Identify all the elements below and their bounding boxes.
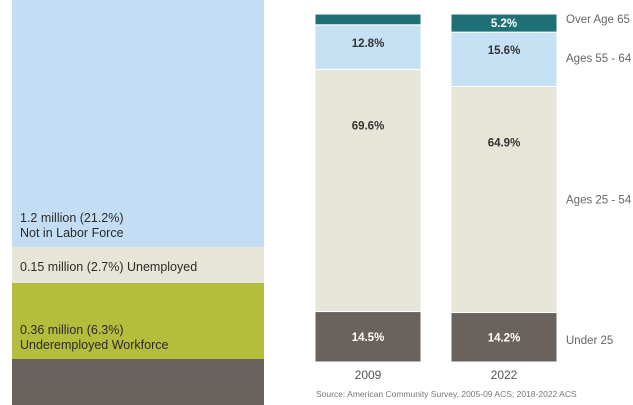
x-tick-2022: 2022 bbox=[491, 368, 518, 382]
bar-2022-under-25 bbox=[450, 312, 558, 363]
segment-unemployed: 0.15 million (2.7%) Unemployed bbox=[12, 247, 264, 283]
label-unemployed: 0.15 million (2.7%) Unemployed bbox=[20, 260, 197, 275]
legend-ages-25-54: Ages 25 - 54 bbox=[566, 194, 632, 206]
not-in-labor-force-value: 1.2 million (21.2%) bbox=[20, 211, 124, 225]
not-in-labor-force-name: Not in Labor Force bbox=[20, 226, 124, 240]
bar-2009-over-age-65 bbox=[314, 13, 422, 26]
bar-2022-ages-55-64 bbox=[450, 31, 558, 87]
bar-2009-under-25 bbox=[314, 311, 422, 363]
bar-2022-ages-25-54 bbox=[450, 85, 558, 314]
data-label-2022-ages-25-54: 64.9% bbox=[488, 137, 521, 149]
data-label-2022-over-age-65: 5.2% bbox=[491, 18, 517, 30]
bar-2009-ages-55-64 bbox=[314, 24, 422, 70]
data-label-2009-ages-25-54: 69.6% bbox=[352, 120, 385, 132]
legend-over-age-65: Over Age 65 bbox=[566, 14, 630, 26]
source-note: Source: American Community Survey, 2005-… bbox=[316, 389, 577, 399]
labor-force-status-bar: 1.2 million (21.2%) Not in Labor Force 0… bbox=[12, 0, 264, 405]
unemployed-value: 0.15 million (2.7%) Unemployed bbox=[20, 260, 198, 274]
data-label-2022-ages-55-64: 15.6% bbox=[488, 45, 521, 57]
x-tick-2009: 2009 bbox=[355, 368, 382, 382]
bar-2009-ages-25-54 bbox=[314, 68, 422, 313]
data-label-2009-under-25: 14.5% bbox=[352, 332, 385, 344]
legend-under-25: Under 25 bbox=[566, 335, 613, 347]
bar-2022-over-age-65 bbox=[450, 13, 558, 33]
segment-employed bbox=[12, 359, 264, 405]
underemployed-name: Underemployed Workforce bbox=[20, 338, 169, 352]
segment-underemployed: 0.36 million (6.3%) Underemployed Workfo… bbox=[12, 283, 264, 359]
segment-not-in-labor-force: 1.2 million (21.2%) Not in Labor Force bbox=[12, 0, 264, 247]
data-label-2009-ages-55-64: 12.8% bbox=[352, 38, 385, 50]
label-not-in-labor-force: 1.2 million (21.2%) Not in Labor Force bbox=[20, 211, 124, 241]
legend-ages-55-64: Ages 55 - 64 bbox=[566, 53, 632, 65]
label-underemployed: 0.36 million (6.3%) Underemployed Workfo… bbox=[20, 323, 168, 353]
data-label-2022-under-25: 14.2% bbox=[488, 332, 521, 344]
underemployed-value: 0.36 million (6.3%) bbox=[20, 323, 124, 337]
